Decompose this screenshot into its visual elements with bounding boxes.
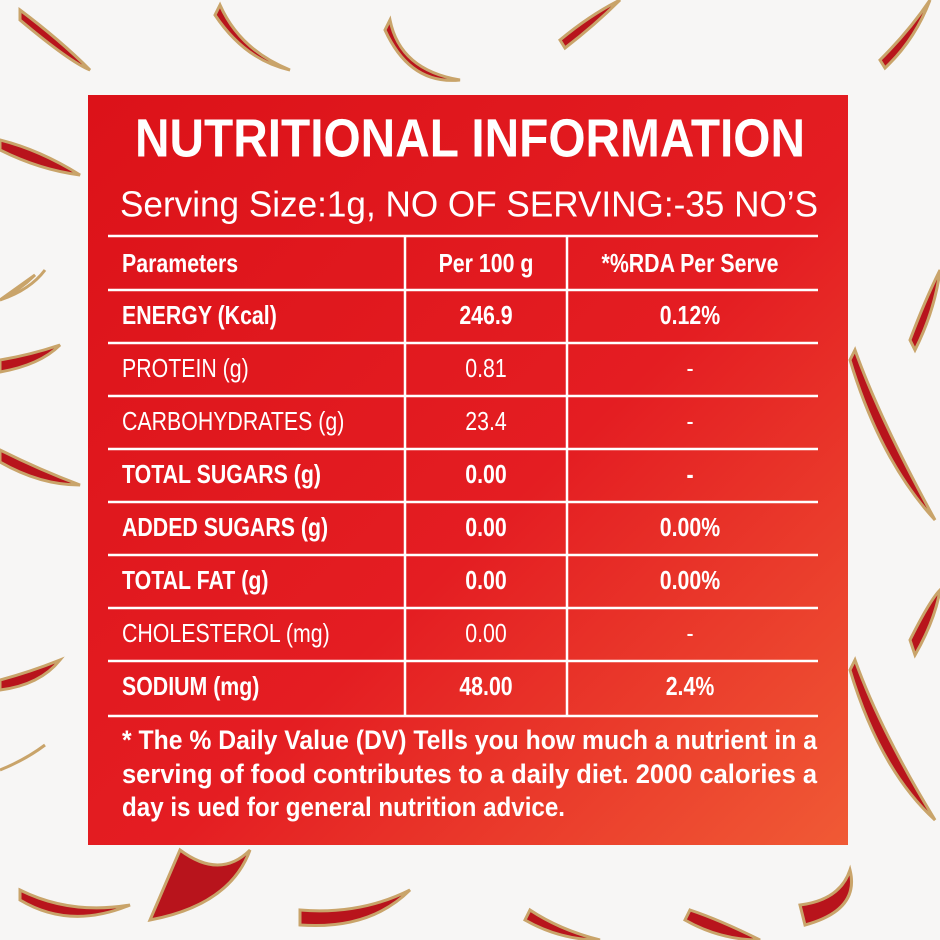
table-cell: 0.00 [465, 618, 506, 648]
table-cell: 48.00 [459, 671, 512, 701]
table-cell: ENERGY (Kcal) [122, 300, 277, 330]
footnote-line: serving of food contributes to a daily d… [122, 759, 818, 789]
header-cell: *%RDA Per Serve [602, 248, 779, 278]
table-cell: 0.00 [465, 565, 506, 595]
table-cell: TOTAL FAT (g) [122, 565, 268, 595]
header-cell: Parameters [122, 248, 238, 278]
title: NUTRITIONAL INFORMATION [135, 108, 805, 168]
footnote-line: day is ued for general nutrition advice. [122, 792, 565, 822]
table-cell: 0.00% [660, 565, 720, 595]
table-cell: - [686, 406, 693, 436]
table-grid [108, 234, 818, 718]
table-cell: 0.00 [465, 459, 506, 489]
footnote-line: * The % Daily Value (DV) Tells you how m… [122, 725, 818, 755]
table-cell: 0.81 [465, 353, 506, 383]
table-cell: CARBOHYDRATES (g) [122, 406, 344, 436]
table-cell: PROTEIN (g) [122, 353, 249, 383]
table-cell: 246.9 [459, 300, 512, 330]
table-cell: - [686, 459, 693, 489]
table-cell: 0.00% [660, 512, 720, 542]
table-cell: - [686, 618, 693, 648]
header-cell: Per 100 g [439, 248, 534, 278]
table-cell: TOTAL SUGARS (g) [122, 459, 321, 489]
table-cell: 23.4 [465, 406, 506, 436]
label-panel [88, 95, 848, 845]
table-cell: 2.4% [666, 671, 715, 701]
table-cell: ADDED SUGARS (g) [122, 512, 328, 542]
table-cell: 0.12% [660, 300, 720, 330]
serving-info: Serving Size:1g, NO OF SERVING:-35 NO’S [120, 184, 818, 225]
table-cell: SODIUM (mg) [122, 671, 259, 701]
table-cells: Parameters Per 100 g *%RDA Per Serve ENERGY… [122, 248, 778, 701]
table-cell: 0.00 [465, 512, 506, 542]
table-cell: CHOLESTEROL (mg) [122, 618, 330, 648]
table-cell: - [686, 353, 693, 383]
